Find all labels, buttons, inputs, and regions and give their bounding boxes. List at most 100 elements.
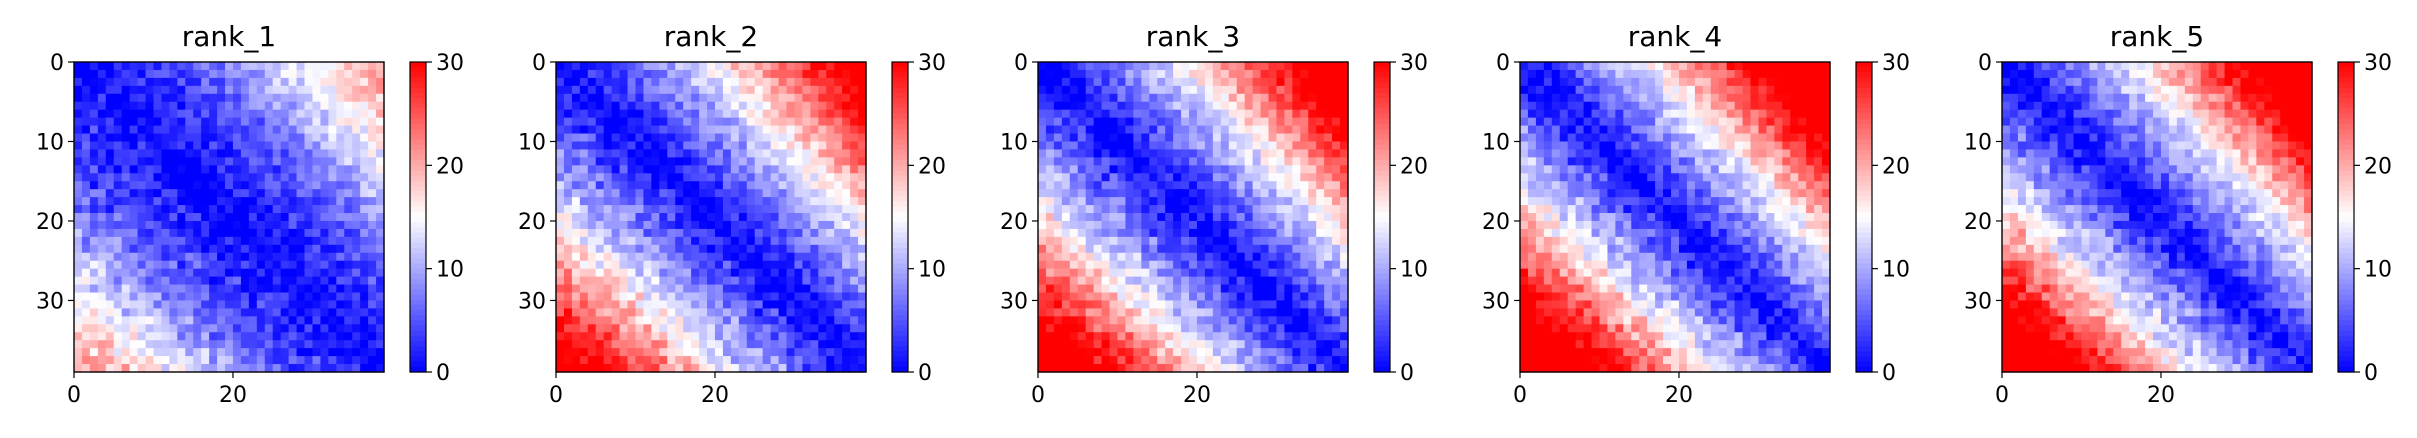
heatmap-cell xyxy=(352,189,361,198)
heatmap-cell xyxy=(635,268,645,278)
heatmap-cell xyxy=(1300,292,1309,302)
heatmap-cell xyxy=(683,213,692,222)
heatmap-cell xyxy=(1212,149,1222,158)
heatmap-cell xyxy=(707,340,716,349)
heatmap-cell xyxy=(1069,300,1079,310)
heatmap-cell xyxy=(579,93,589,103)
heatmap-cell xyxy=(802,236,811,246)
heatmap-cell xyxy=(376,109,385,119)
heatmap-cell xyxy=(74,284,83,294)
heatmap-cell xyxy=(1599,69,1609,79)
heatmap-cell xyxy=(802,117,811,127)
heatmap-cell xyxy=(1093,300,1103,310)
heatmap-cell xyxy=(169,173,178,182)
heatmap-cell xyxy=(770,77,780,87)
heatmap-cell xyxy=(1268,62,1278,71)
heatmap-cell xyxy=(1822,69,1831,79)
heatmap-cell xyxy=(376,356,385,365)
heatmap-cell xyxy=(794,244,804,254)
heatmap-cell xyxy=(177,117,186,127)
heatmap-cell xyxy=(1077,260,1087,270)
heatmap-cell xyxy=(1268,300,1278,310)
heatmap-cell xyxy=(89,284,99,294)
heatmap-cell xyxy=(699,308,708,317)
heatmap-cell xyxy=(667,141,676,151)
heatmap-cell xyxy=(1300,165,1309,174)
heatmap-cell xyxy=(1093,141,1103,151)
heatmap-cell xyxy=(810,181,819,190)
heatmap-cell xyxy=(714,62,724,71)
heatmap-cell xyxy=(556,173,565,182)
heatmap-cell xyxy=(722,244,732,254)
heatmap-cell xyxy=(826,157,835,166)
heatmap-cell xyxy=(1615,93,1624,103)
heatmap-cell xyxy=(802,332,811,341)
heatmap-cell xyxy=(1535,77,1545,87)
heatmap-cell xyxy=(738,173,748,182)
heatmap-cell xyxy=(264,213,274,222)
heatmap-cell xyxy=(858,228,867,238)
heatmap-cell xyxy=(225,284,234,294)
heatmap-cell xyxy=(320,117,329,127)
heatmap-cell xyxy=(113,244,123,254)
heatmap-cell xyxy=(1268,157,1278,166)
heatmap-cell xyxy=(376,141,385,151)
heatmap-cell xyxy=(256,356,266,365)
heatmap-cell xyxy=(1726,69,1736,79)
heatmap-cell xyxy=(834,85,843,95)
heatmap-cell xyxy=(1268,340,1278,349)
heatmap-cell xyxy=(1196,189,1206,198)
heatmap-cell xyxy=(137,133,147,143)
heatmap-cell xyxy=(272,292,282,302)
heatmap-cell xyxy=(619,324,629,333)
heatmap-cell xyxy=(97,117,107,127)
heatmap-cell xyxy=(145,324,155,333)
heatmap-cell xyxy=(74,189,83,198)
heatmap-cell xyxy=(81,117,91,127)
heatmap-cell xyxy=(240,149,250,158)
heatmap-cell xyxy=(643,125,652,135)
heatmap-cell xyxy=(1125,268,1134,278)
heatmap-cell xyxy=(74,85,83,95)
heatmap-cell xyxy=(193,85,202,95)
heatmap-cell xyxy=(834,93,843,103)
heatmap-cell xyxy=(802,141,811,151)
heatmap-cell xyxy=(738,228,748,238)
heatmap-cell xyxy=(161,300,170,310)
heatmap-cell xyxy=(1220,69,1230,79)
heatmap-cell xyxy=(296,220,306,230)
heatmap-cell xyxy=(177,292,186,302)
heatmap-cell xyxy=(611,101,621,111)
heatmap-cell xyxy=(352,85,361,95)
heatmap-cell xyxy=(1149,205,1158,214)
heatmap-cell xyxy=(818,69,827,79)
heatmap-cell xyxy=(810,189,819,198)
heatmap-cell xyxy=(376,292,385,302)
heatmap-cell xyxy=(571,236,581,246)
heatmap-cell xyxy=(1045,332,1055,341)
heatmap-cell xyxy=(1276,149,1286,158)
heatmap-cell xyxy=(97,356,107,365)
heatmap-cell xyxy=(169,364,178,373)
heatmap-cell xyxy=(1260,141,1270,151)
heatmap-cell xyxy=(556,181,565,190)
heatmap-cell xyxy=(1228,69,1238,79)
heatmap-cell xyxy=(579,101,589,111)
heatmap-cell xyxy=(1101,117,1111,127)
heatmap-cell xyxy=(129,284,139,294)
heatmap-cell xyxy=(1141,268,1150,278)
heatmap-cell xyxy=(1109,77,1119,87)
heatmap-cell xyxy=(1236,220,1246,230)
heatmap-cell xyxy=(1332,340,1341,349)
heatmap-cell xyxy=(778,340,788,349)
heatmap-cell xyxy=(320,141,329,151)
heatmap-cell xyxy=(97,324,107,333)
heatmap-cell xyxy=(161,197,170,206)
heatmap-cell xyxy=(1276,284,1286,294)
heatmap-cell xyxy=(1236,213,1246,222)
heatmap-cell xyxy=(81,125,91,135)
heatmap-cell xyxy=(225,181,234,190)
heatmap-cell xyxy=(659,220,668,230)
heatmap-cell xyxy=(137,244,147,254)
heatmap-cell xyxy=(778,308,788,317)
